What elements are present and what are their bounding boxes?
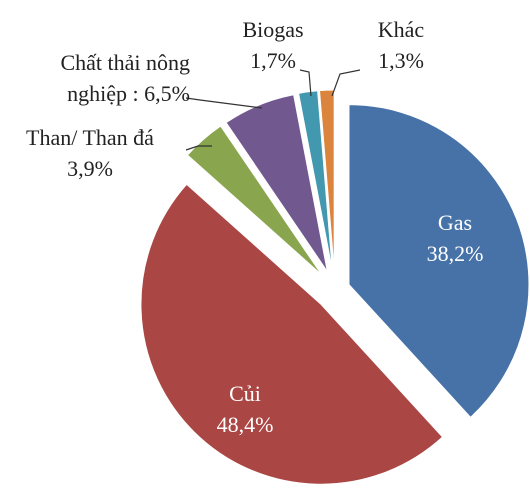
- value-label: : 6,5%: [132, 81, 190, 106]
- leader-line: [331, 69, 361, 97]
- value-label: 38,2%: [426, 241, 484, 266]
- slice-label: Khác 1,3%: [356, 14, 446, 76]
- slice-label: Củi 48,4%: [195, 378, 295, 440]
- leader-line: [299, 69, 312, 97]
- slice-label: Biogas 1,7%: [228, 14, 318, 76]
- category-label: Khác: [377, 17, 425, 42]
- value-label: 1,7%: [250, 48, 296, 73]
- pie-slice: [140, 183, 444, 485]
- pie-slice: [186, 125, 323, 276]
- pie-slice: [225, 94, 328, 272]
- leader-line: [185, 145, 212, 151]
- category-label: Biogas: [242, 17, 304, 42]
- category-label: Củi: [229, 381, 261, 406]
- slice-label: Gas 38,2%: [405, 207, 505, 269]
- pie-slice: [348, 104, 530, 419]
- pie-slice: [297, 90, 333, 271]
- slice-label: Than/ Than đá 3,9%: [0, 122, 180, 184]
- value-label: 1,3%: [378, 48, 424, 73]
- slice-label: Chất thải nông nghiệp : 6,5%: [22, 47, 190, 109]
- category-label: Than/ Than đá: [26, 125, 154, 150]
- category-label: Chất thải nông nghiệp: [60, 50, 190, 106]
- category-label: Gas: [437, 210, 473, 235]
- value-label: 48,4%: [216, 412, 274, 437]
- value-label: 3,9%: [67, 156, 113, 181]
- leader-line: [185, 97, 263, 109]
